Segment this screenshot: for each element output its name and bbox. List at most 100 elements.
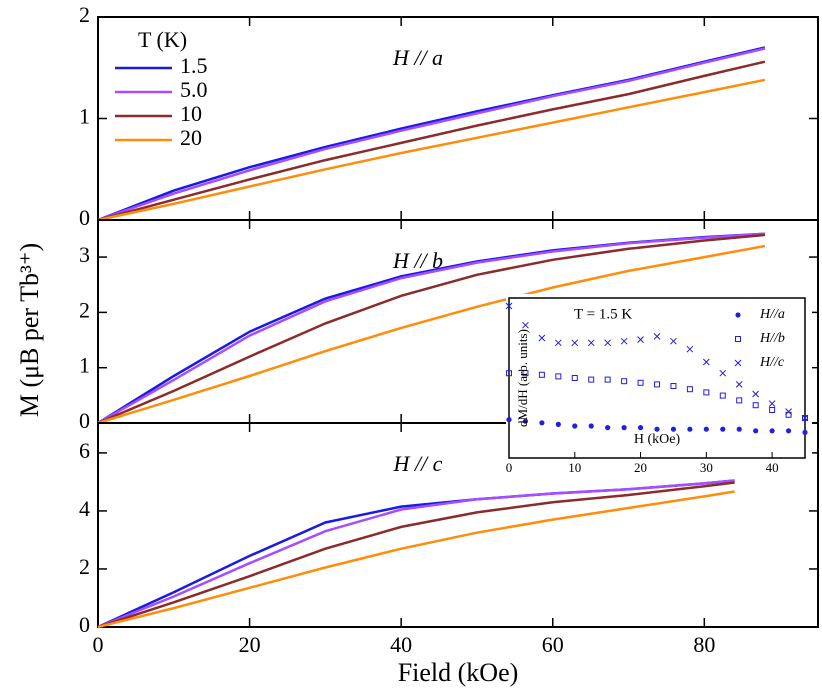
y-tick-label: 1 [79,104,90,129]
data-point [670,426,677,432]
data-point [588,423,594,429]
data-point [605,425,611,431]
data-point [686,386,693,393]
data-line [97,490,735,629]
data-point [506,417,512,423]
legend-label: 5.0 [180,77,208,102]
legend-label: H//b [759,331,785,346]
data-point [654,381,660,388]
x-tick-label: 0 [93,632,104,657]
data-point [670,383,677,389]
data-point [571,339,579,347]
inset-annotation: T = 1.5 K [574,306,632,322]
legend-title: T (K) [138,27,187,52]
legend-label: 1.5 [180,53,208,78]
data-line [97,232,765,425]
data-line [97,479,735,629]
data-point [637,379,644,386]
y-tick-label: 0 [79,612,90,637]
legend-label: H//a [759,307,785,322]
inset-x-label: H (kOe) [634,432,681,447]
data-point [736,426,742,432]
x-tick-label: 0 [506,460,513,475]
x-tick-label: 80 [693,632,715,657]
data-point [752,390,760,398]
inset-y-label: dM/dH (arb. units) [515,329,530,427]
data-point [720,426,726,432]
data-point [604,376,611,383]
data-point [769,428,775,434]
y-tick-label: 6 [79,438,90,463]
data-point [687,426,693,432]
data-point [802,415,808,421]
data-point [522,418,529,424]
y-axis-label: M (μB per Tb³⁺) [15,243,44,417]
data-point [522,321,529,329]
legend-marker [735,312,741,318]
legend-label: 20 [180,125,202,150]
legend-marker [734,359,742,367]
y-tick-label: 2 [79,2,90,27]
y-tick-label: 2 [79,554,90,579]
data-point [621,425,627,431]
data-point [719,369,727,377]
y-tick-label: 0 [79,205,90,230]
panel-annotation: H // b [392,248,443,273]
data-line [97,60,766,222]
x-tick-label: 20 [239,632,261,657]
y-tick-label: 2 [79,297,90,322]
data-point [785,408,792,415]
data-point [620,337,628,345]
data-line [97,481,735,629]
data-point [587,339,595,347]
y-tick-label: 3 [79,242,90,267]
data-point [753,428,759,434]
data-point [571,375,578,381]
data-point [785,428,792,434]
data-point [538,334,546,342]
data-point [752,402,759,409]
panel-annotation: H // c [393,451,443,476]
data-point [538,371,545,378]
data-point [572,423,578,429]
data-line [97,479,735,629]
data-point [703,426,709,432]
data-point [506,370,512,377]
data-point [637,425,644,431]
x-tick-label: 40 [766,460,779,475]
data-point [769,407,776,413]
y-tick-label: 4 [79,496,90,521]
x-tick-label: 30 [700,460,713,475]
data-point [505,302,513,310]
inset-frame [508,297,806,459]
x-tick-label: 10 [568,460,581,475]
legend-marker [735,336,741,342]
legend-label: H//c [759,355,785,370]
x-axis-label: Field (kOe) [398,658,519,687]
data-point [703,389,710,396]
data-point [554,339,562,347]
legend-label: 10 [180,101,202,126]
data-point [637,336,644,343]
panel-annotation: H // a [392,45,443,70]
y-tick-label: 0 [79,408,90,433]
x-tick-label: 20 [634,460,647,475]
data-line [97,233,766,425]
data-point [653,333,661,340]
data-point [555,373,562,380]
data-point [735,381,743,388]
x-tick-label: 40 [390,632,412,657]
data-point [719,392,726,399]
data-point [670,337,677,345]
data-point [539,420,545,426]
data-line [97,244,766,425]
data-line [97,78,766,222]
data-point [768,400,776,407]
x-tick-label: 60 [542,632,564,657]
data-point [736,397,743,404]
data-point [802,429,808,435]
data-point [654,426,660,432]
data-point [686,345,694,353]
data-point [702,358,710,366]
